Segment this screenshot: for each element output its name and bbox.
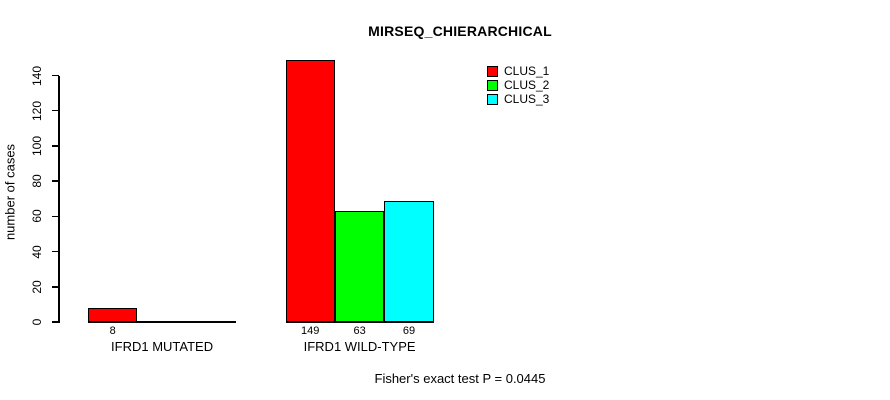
bar-clus_2	[334, 211, 385, 322]
y-axis-tick-label: 20	[30, 280, 44, 294]
bar-value-label: 63	[353, 325, 366, 337]
bar-value-label: 8	[109, 325, 116, 337]
category-label: IFRD1 MUTATED	[111, 339, 214, 354]
y-axis-tick-label: 100	[30, 135, 44, 156]
y-axis-tick	[52, 145, 59, 147]
y-axis-tick	[52, 180, 59, 182]
y-axis-tick	[52, 109, 59, 112]
category-label: IFRD1 WILD-TYPE	[303, 339, 416, 354]
legend-item: CLUS_3	[487, 92, 549, 106]
y-axis-line	[58, 75, 60, 323]
bar-clus_1	[88, 307, 138, 322]
y-axis-tick	[52, 215, 59, 218]
legend-swatch-clus_2	[487, 79, 498, 91]
y-axis-tick-label: 0	[30, 318, 44, 326]
legend-swatch-clus_1	[487, 65, 498, 77]
y-axis-tick	[52, 74, 59, 77]
legend-swatch-clus_3	[487, 93, 498, 105]
y-axis-tick	[52, 286, 59, 288]
y-axis-tick	[52, 321, 59, 323]
y-axis-tick-label: 40	[30, 244, 44, 259]
group-baseline	[285, 321, 434, 323]
group-baseline	[88, 321, 237, 323]
legend-label: CLUS_2	[504, 78, 550, 92]
bar-value-label: 149	[301, 325, 320, 337]
y-axis-tick-label: 120	[30, 100, 44, 121]
bar-value-label: 69	[402, 325, 416, 337]
y-axis-tick-label: 60	[30, 209, 44, 224]
annotation-text: Fisher's exact test P = 0.0445	[374, 371, 546, 386]
legend-item: CLUS_1	[487, 64, 549, 78]
bar-clus_3	[384, 200, 434, 322]
y-axis-tick-label: 140	[30, 65, 44, 86]
bar-clus_1	[285, 59, 335, 322]
legend: CLUS_1 CLUS_2 CLUS_3	[487, 64, 549, 106]
chart-title: MIRSEQ_CHIERARCHICAL	[368, 23, 552, 39]
y-axis-tick-label: 80	[30, 174, 44, 188]
legend-label: CLUS_3	[504, 92, 550, 106]
y-axis-label: number of cases	[2, 143, 18, 241]
y-axis-tick	[52, 250, 59, 253]
legend-label: CLUS_1	[504, 64, 550, 78]
legend-item: CLUS_2	[487, 78, 549, 92]
